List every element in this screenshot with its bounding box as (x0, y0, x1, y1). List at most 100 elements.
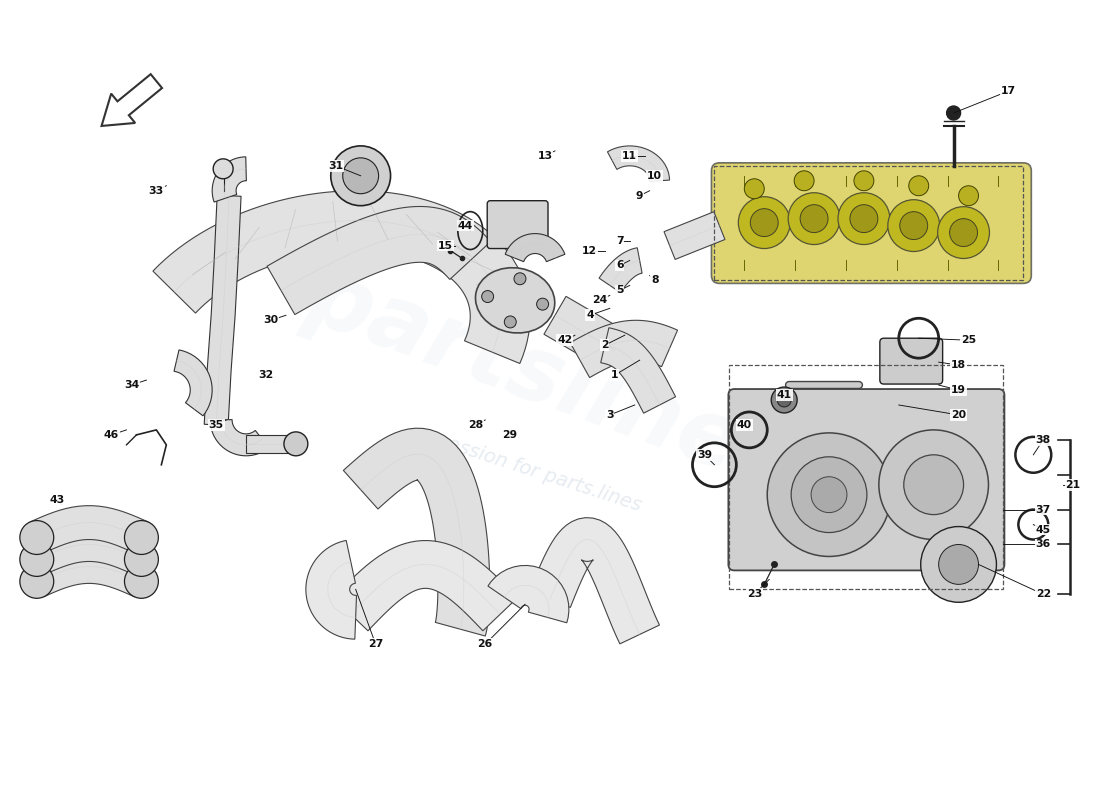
Circle shape (794, 170, 814, 190)
Circle shape (537, 298, 549, 310)
Circle shape (750, 209, 778, 237)
Text: 12: 12 (582, 246, 597, 255)
Ellipse shape (475, 268, 554, 333)
Text: 8: 8 (651, 275, 659, 286)
Polygon shape (174, 350, 212, 416)
Polygon shape (306, 541, 356, 639)
Circle shape (20, 521, 54, 554)
Circle shape (800, 205, 828, 233)
Text: 34: 34 (124, 380, 139, 390)
Text: 24: 24 (592, 295, 607, 306)
Polygon shape (505, 234, 565, 262)
Circle shape (124, 565, 158, 598)
Circle shape (838, 193, 890, 245)
Polygon shape (543, 296, 626, 369)
FancyBboxPatch shape (487, 201, 548, 249)
Circle shape (789, 193, 840, 245)
Circle shape (791, 457, 867, 533)
Polygon shape (205, 195, 241, 426)
Text: 5: 5 (616, 286, 624, 295)
Circle shape (124, 542, 158, 576)
FancyBboxPatch shape (880, 338, 943, 384)
Text: 20: 20 (952, 410, 966, 420)
Text: 45: 45 (1036, 525, 1050, 534)
Circle shape (900, 212, 927, 239)
Circle shape (811, 477, 847, 513)
Text: 35: 35 (209, 420, 223, 430)
Circle shape (331, 146, 390, 206)
Text: 27: 27 (368, 639, 383, 649)
Text: 37: 37 (1036, 505, 1050, 514)
Polygon shape (529, 518, 660, 644)
Polygon shape (30, 506, 148, 553)
Circle shape (482, 290, 494, 302)
Text: 33: 33 (148, 186, 164, 196)
Text: 18: 18 (952, 360, 966, 370)
Circle shape (124, 521, 158, 554)
Polygon shape (30, 528, 148, 575)
Polygon shape (153, 190, 530, 363)
Text: 25: 25 (961, 335, 976, 346)
Text: 32: 32 (258, 370, 274, 380)
Bar (729, 365, 1003, 590)
Polygon shape (664, 212, 725, 259)
Polygon shape (30, 550, 148, 597)
Polygon shape (600, 248, 642, 293)
Circle shape (958, 186, 979, 206)
Text: 15: 15 (438, 241, 453, 250)
Text: 42: 42 (558, 335, 573, 346)
Text: 19: 19 (952, 385, 966, 395)
Text: a passion for parts.lines: a passion for parts.lines (416, 425, 644, 515)
Text: 29: 29 (503, 430, 518, 440)
Text: 21: 21 (1066, 480, 1080, 490)
Text: 41: 41 (777, 390, 792, 400)
Circle shape (767, 433, 891, 557)
Text: 23: 23 (747, 590, 762, 599)
Text: 17: 17 (1001, 86, 1016, 96)
Text: 26: 26 (477, 639, 493, 649)
Circle shape (938, 545, 979, 584)
Text: 43: 43 (50, 494, 64, 505)
Circle shape (949, 218, 978, 246)
Text: 31: 31 (328, 161, 343, 171)
Polygon shape (333, 541, 517, 630)
Polygon shape (607, 146, 670, 182)
Polygon shape (570, 320, 678, 378)
Circle shape (854, 170, 873, 190)
Circle shape (745, 178, 764, 198)
Text: 1: 1 (610, 370, 618, 380)
Text: 28: 28 (468, 420, 483, 430)
Text: 38: 38 (1036, 435, 1050, 445)
Polygon shape (343, 428, 490, 636)
Text: 7: 7 (616, 235, 624, 246)
Polygon shape (210, 420, 268, 456)
Circle shape (20, 565, 54, 598)
Polygon shape (488, 566, 569, 622)
Circle shape (504, 316, 516, 328)
Circle shape (213, 159, 233, 178)
Text: 11: 11 (623, 151, 637, 161)
Text: 2: 2 (601, 340, 608, 350)
Circle shape (921, 526, 997, 602)
Circle shape (904, 455, 964, 514)
Text: 4: 4 (586, 310, 594, 320)
Circle shape (937, 206, 990, 258)
Text: 13: 13 (538, 151, 552, 161)
Circle shape (20, 542, 54, 576)
Polygon shape (267, 206, 491, 314)
Text: 39: 39 (697, 450, 712, 460)
FancyBboxPatch shape (712, 163, 1032, 283)
Circle shape (879, 430, 989, 539)
Text: 36: 36 (1036, 539, 1050, 550)
Polygon shape (212, 157, 246, 202)
Polygon shape (601, 328, 675, 413)
Circle shape (514, 273, 526, 285)
Circle shape (909, 176, 928, 196)
Text: 46: 46 (103, 430, 119, 440)
Text: 3: 3 (606, 410, 614, 420)
Circle shape (778, 393, 791, 407)
Text: 40: 40 (737, 420, 752, 430)
Text: 10: 10 (647, 170, 662, 181)
Polygon shape (246, 435, 296, 453)
Bar (714, 166, 1023, 281)
